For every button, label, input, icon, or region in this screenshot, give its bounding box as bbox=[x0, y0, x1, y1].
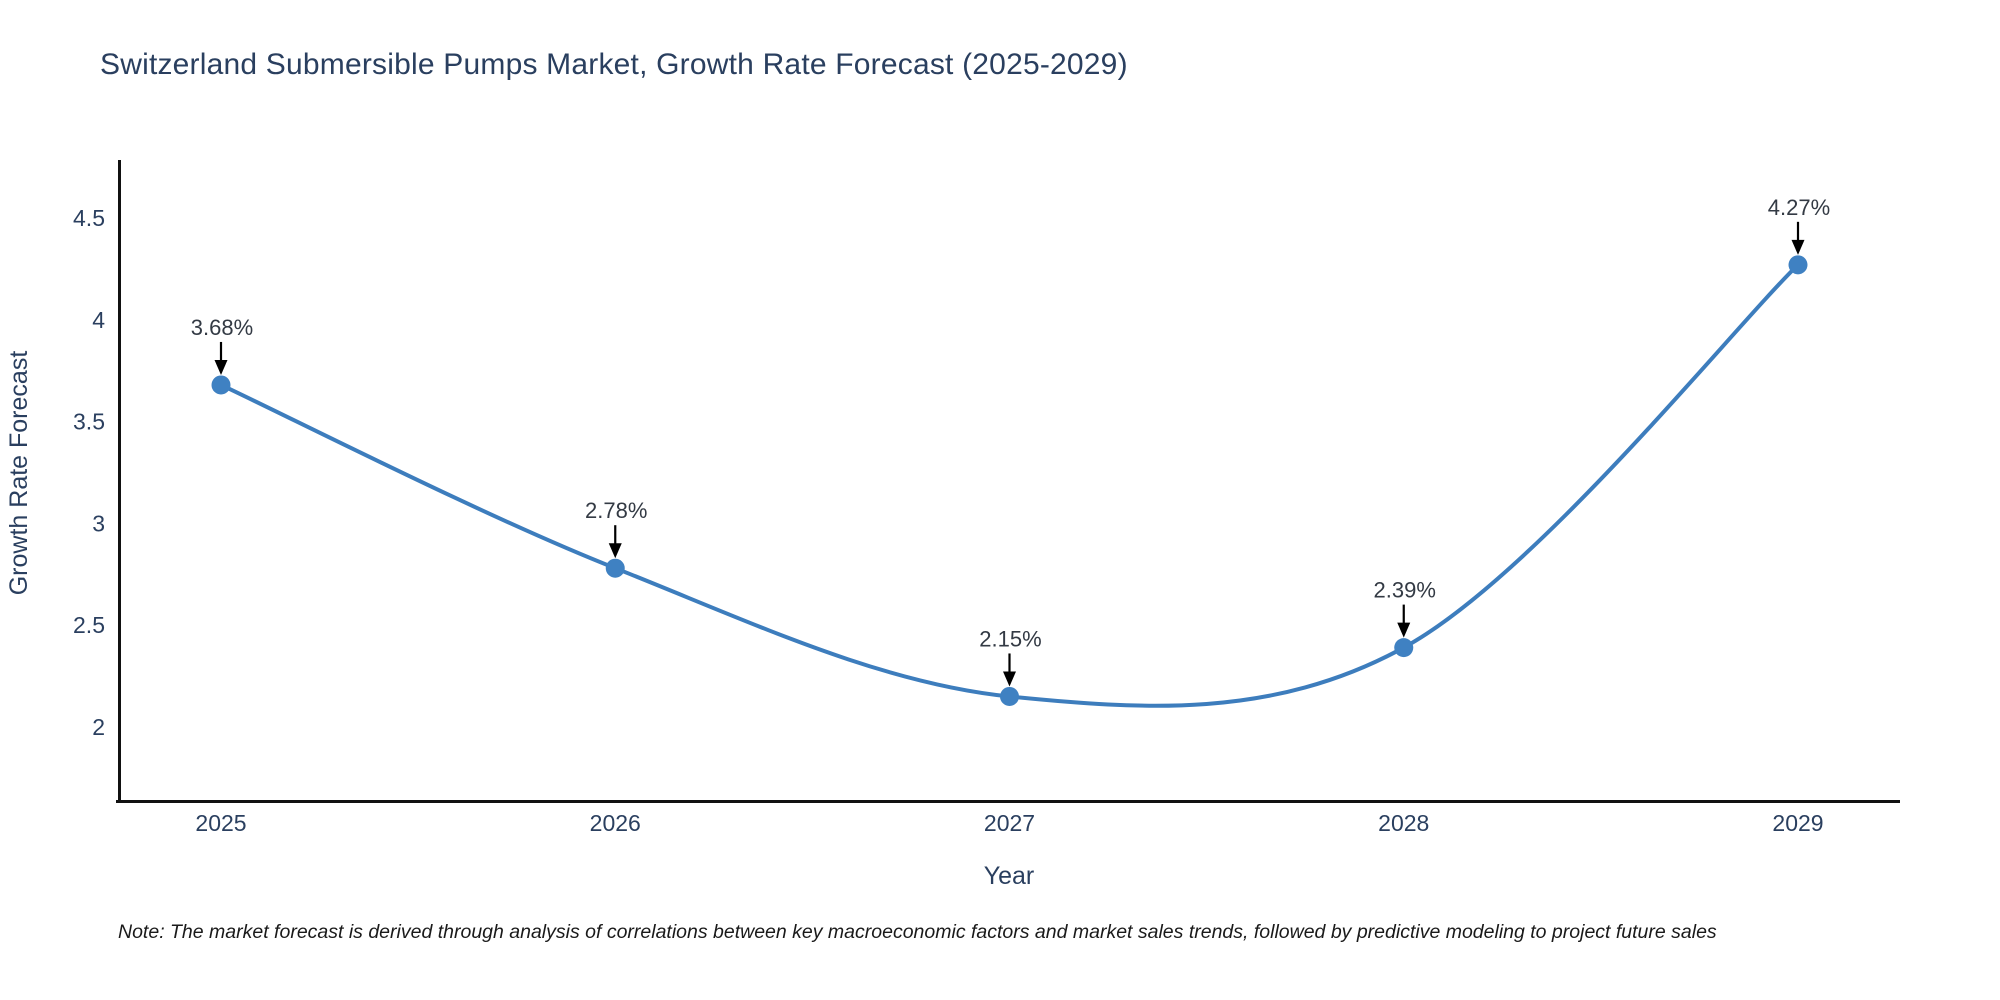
y-tick-label: 4.5 bbox=[73, 205, 105, 231]
annotation-label: 3.68% bbox=[191, 315, 253, 340]
data-point-marker[interactable] bbox=[211, 375, 231, 395]
annotation-arrowhead-icon bbox=[214, 359, 228, 375]
annotation-label: 2.78% bbox=[585, 498, 647, 523]
annotation-arrowhead-icon bbox=[1791, 239, 1805, 255]
annotation-label: 4.27% bbox=[1768, 195, 1830, 220]
y-tick-label: 2 bbox=[92, 714, 105, 740]
x-tick-label: 2028 bbox=[1378, 810, 1429, 836]
data-point-marker[interactable] bbox=[1788, 255, 1808, 275]
annotation-label: 2.15% bbox=[979, 626, 1041, 651]
footnote: Note: The market forecast is derived thr… bbox=[118, 921, 1717, 943]
line-series bbox=[219, 262, 1800, 708]
axes-layer: 2 2.5 3 3.5 4 4.5 2025 2026 2027 2028 2029 bbox=[73, 160, 1900, 836]
x-tick-label: 2025 bbox=[195, 810, 246, 836]
annotation-arrowhead-icon bbox=[1003, 671, 1016, 687]
annotation-layer: 3.68% 2.78% 2.15% 2.39% 4.27% bbox=[191, 195, 1830, 687]
series-layer bbox=[211, 255, 1808, 708]
data-point-marker[interactable] bbox=[1000, 686, 1019, 706]
y-tick-label: 2.5 bbox=[73, 612, 105, 638]
x-tick-label: 2026 bbox=[590, 810, 641, 836]
annotation-arrowhead-icon bbox=[608, 543, 622, 559]
y-tick-label: 4 bbox=[92, 307, 105, 333]
x-tick-label: 2029 bbox=[1772, 810, 1823, 836]
x-axis-title: Year bbox=[984, 862, 1035, 890]
y-tick-label: 3 bbox=[92, 510, 105, 536]
chart-title: Switzerland Submersible Pumps Market, Gr… bbox=[100, 48, 1128, 81]
annotation-label: 2.39% bbox=[1374, 578, 1436, 603]
annotation-arrowhead-icon bbox=[1397, 622, 1411, 638]
y-axis-title: Growth Rate Forecast bbox=[5, 351, 33, 596]
y-tick-label: 3.5 bbox=[73, 409, 105, 435]
data-point-marker[interactable] bbox=[605, 558, 625, 578]
data-point-marker[interactable] bbox=[1394, 638, 1414, 658]
x-tick-label: 2027 bbox=[984, 810, 1035, 836]
